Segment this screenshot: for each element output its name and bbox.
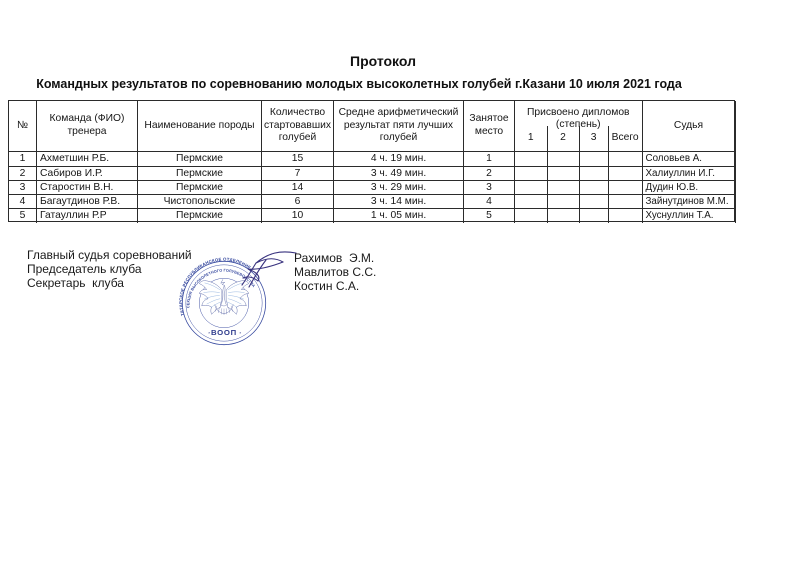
svg-text:ВООП: ВООП [211,328,237,337]
svg-text:*: * [239,331,241,336]
svg-text:*: * [208,331,210,336]
